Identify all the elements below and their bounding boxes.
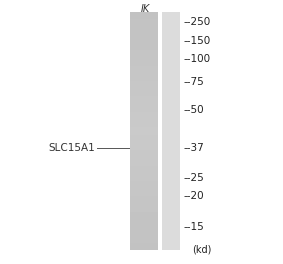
Text: SLC15A1: SLC15A1 [48,143,95,153]
Bar [130,147,158,149]
Text: JK: JK [140,4,150,14]
Text: --15: --15 [183,222,204,232]
Text: --75: --75 [183,77,204,87]
Text: --100: --100 [183,54,210,64]
Text: --150: --150 [183,36,210,46]
Text: --37: --37 [183,143,204,153]
Text: --250: --250 [183,17,210,27]
Text: --50: --50 [183,105,204,115]
Text: (kd): (kd) [192,245,211,255]
Text: --25: --25 [183,173,204,183]
Text: --20: --20 [183,191,204,201]
